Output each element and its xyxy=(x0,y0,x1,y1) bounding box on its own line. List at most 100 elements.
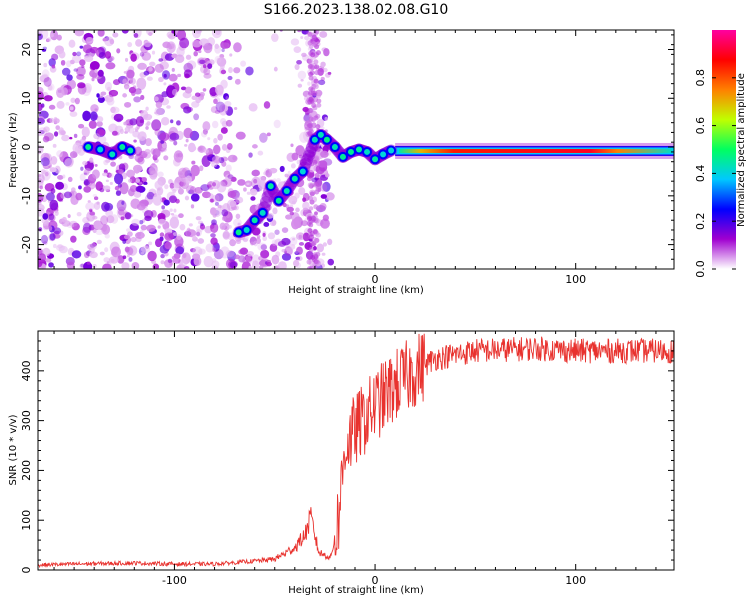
colorbar-label: Normalized spectral amplitude xyxy=(736,73,747,227)
spectrogram-noise-blob xyxy=(243,187,247,192)
spectrogram-noise-blob xyxy=(154,106,163,116)
spectrogram-noise-blob xyxy=(166,41,176,54)
spectrogram-noise-blob xyxy=(112,79,121,86)
spectrogram-noise-blob xyxy=(129,223,139,231)
spectrogram-noise-blob xyxy=(163,199,170,206)
spectrogram-noise-blob xyxy=(297,30,302,33)
spectrogram-noise-blob xyxy=(154,63,164,73)
spectrogram-noise-blob xyxy=(290,143,294,148)
spectrogram-noise-blob xyxy=(38,145,44,155)
spectrogram-noise-blob xyxy=(163,155,169,161)
spectrogram-noise-blob xyxy=(104,233,110,239)
spectrogram-noise-blob xyxy=(76,51,82,57)
spectrogram-noise-blob xyxy=(221,209,229,217)
spectrogram-noise-blob xyxy=(87,200,91,203)
spectrogram-noise-blob xyxy=(134,231,145,239)
colorbar-tick-label: 0.4 xyxy=(694,165,707,183)
spectrogram-noise-blob xyxy=(252,144,258,149)
spectrogram-noise-blob xyxy=(314,64,320,70)
spectrogram-noise-blob xyxy=(225,174,233,181)
spectrogram-noise-blob xyxy=(131,262,140,269)
spectrogram-noise-blob xyxy=(210,233,216,238)
spectrogram-noise-blob xyxy=(123,234,130,240)
spectrogram-noise-blob xyxy=(157,225,161,229)
ridge-core xyxy=(311,136,318,143)
spectrogram-noise-blob xyxy=(55,181,65,190)
spectrogram-noise-blob xyxy=(123,71,128,74)
spectrogram-noise-blob xyxy=(207,184,212,188)
spectrogram-noise-blob xyxy=(259,132,268,143)
spectrogram-noise-blob xyxy=(214,201,219,206)
spectrogram-noise-blob xyxy=(70,97,76,104)
spectrogram-noise-blob xyxy=(307,90,313,96)
spectrogram-noise-blob xyxy=(235,239,242,245)
spectrogram-noise-blob xyxy=(321,252,326,256)
spectrogram-noise-blob xyxy=(126,254,130,258)
spectrogram-noise-blob xyxy=(281,253,292,261)
snr-y-tick-label: 300 xyxy=(20,410,33,431)
spectrogram-noise-blob xyxy=(155,101,163,109)
spectrogram-noise-blob xyxy=(227,225,232,229)
colorbar-tick-label: 0.0 xyxy=(694,260,707,278)
spectrogram-noise-blob xyxy=(39,185,43,190)
spectrogram-noise-blob xyxy=(104,202,114,211)
spectrogram-noise-blob xyxy=(296,159,301,165)
spectrogram-noise-blob xyxy=(38,91,44,101)
ridge-core xyxy=(283,187,290,194)
spectrogram-noise-blob xyxy=(85,48,96,58)
ridge-core xyxy=(372,156,379,163)
spectrogram-noise-blob xyxy=(121,262,130,269)
spectrogram-noise-blob xyxy=(307,182,313,188)
spectrogram-noise-blob xyxy=(89,60,100,71)
spectrogram-noise-blob xyxy=(133,139,137,143)
spectrogram-noise-blob xyxy=(140,245,151,253)
spectrogram-noise-blob xyxy=(102,38,107,42)
spectrogram-noise-blob xyxy=(177,73,182,78)
spectrogram-noise-blob xyxy=(100,91,107,96)
spectrogram-noise-blob xyxy=(210,237,218,245)
spectrogram-noise-blob xyxy=(193,113,200,121)
spectrogram-noise-blob xyxy=(106,261,110,264)
spectrogram-noise-blob xyxy=(102,172,108,177)
spectrogram-noise-blob xyxy=(248,265,253,269)
spectrogram-noise-blob xyxy=(175,54,185,64)
snr-x-axis-label: Height of straight line (km) xyxy=(288,585,424,596)
spectrogram-noise-blob xyxy=(166,105,171,109)
spectrogram-noise-blob xyxy=(71,54,82,64)
spectrogram-noise-blob xyxy=(295,207,300,213)
spectrogram-noise-blob xyxy=(309,98,315,104)
spectrogram-noise-blob xyxy=(128,126,135,134)
figure-title: S166.2023.138.02.08.G10 xyxy=(264,2,449,18)
spectrogram-noise-blob xyxy=(182,91,192,99)
spectrogram-noise-blob xyxy=(211,155,222,163)
colorbar-tick-label: 0.2 xyxy=(694,212,707,230)
spectrogram-y-tick-label: 0 xyxy=(20,144,33,151)
spectrogram-noise-blob xyxy=(137,62,147,70)
spectrogram-noise-blob xyxy=(160,140,165,144)
spectrogram-noise-blob xyxy=(183,106,192,114)
spectrogram-noise-blob xyxy=(250,241,255,246)
spectrogram-noise-blob xyxy=(76,211,82,217)
spectrogram-noise-blob xyxy=(117,255,125,264)
spectrogram-noise-blob xyxy=(152,193,163,206)
spectrogram-noise-blob xyxy=(138,181,143,185)
ridge-core xyxy=(127,147,134,154)
spectrogram-noise-blob xyxy=(311,102,317,108)
spectrogram-noise-blob xyxy=(95,229,104,236)
spectrogram-noise-blob xyxy=(90,104,99,113)
spectrogram-noise-blob xyxy=(309,199,315,205)
spectrogram-noise-blob xyxy=(99,251,105,256)
snr-x-tick-label: 0 xyxy=(372,574,379,587)
spectrogram-noise-blob xyxy=(82,222,92,234)
spectrogram-noise-blob xyxy=(134,146,143,156)
colorbar-ticks: 0.0 0.2 0.4 0.6 0.8 xyxy=(694,69,736,278)
spectrogram-noise-blob xyxy=(42,73,49,79)
spectrogram-noise-blob xyxy=(178,213,184,219)
spectrogram-noise-blob xyxy=(69,106,74,111)
spectrogram-noise-blob xyxy=(80,166,84,171)
spectrogram-noise-blob xyxy=(111,90,118,96)
spectrogram-noise-blob xyxy=(67,176,73,183)
spectrogram-noise-blob xyxy=(263,101,271,109)
spectrogram-noise-blob xyxy=(257,265,264,269)
spectrogram-noise-blob xyxy=(169,262,173,266)
